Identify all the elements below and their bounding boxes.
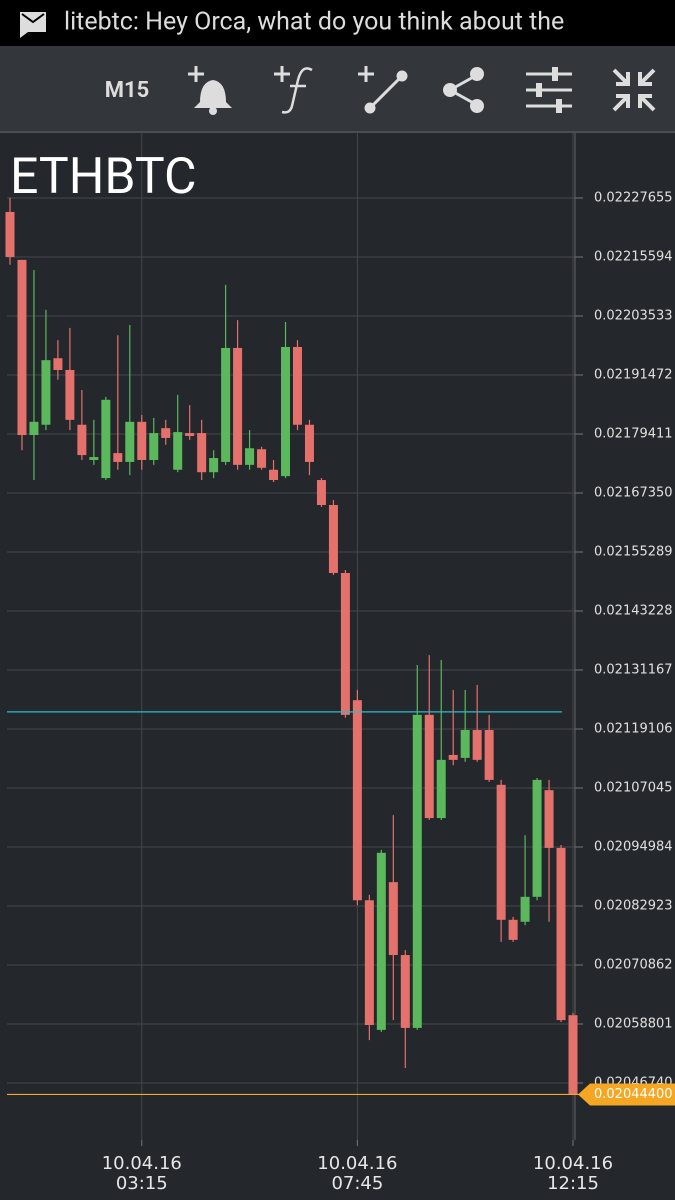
candle-body — [364, 900, 374, 1025]
candle-body — [544, 790, 554, 848]
candle-body — [412, 714, 422, 1028]
candle-body — [496, 784, 506, 920]
candle-body — [17, 259, 27, 436]
candle-body — [281, 346, 291, 477]
candle-body — [29, 421, 39, 436]
candle-body — [484, 730, 494, 780]
candle-body — [245, 448, 255, 465]
y-tick-label: 0.02215594 — [594, 249, 673, 264]
candle-body — [5, 211, 15, 257]
y-tick-label: 0.02203533 — [594, 308, 673, 323]
candle-body — [556, 847, 566, 1021]
y-tick-label: 0.02058801 — [594, 1017, 673, 1032]
y-tick-label: 0.02167350 — [594, 485, 673, 500]
x-tick-label: 10.04.16 03:15 — [101, 1153, 182, 1194]
candle-body — [197, 433, 207, 473]
candle-body — [316, 480, 326, 505]
indicator-button[interactable] — [274, 66, 313, 114]
fullscreen-button[interactable] — [612, 68, 656, 112]
candle-body — [89, 457, 99, 460]
alert-button[interactable] — [188, 66, 232, 115]
candle-body — [436, 759, 446, 819]
candle-body — [304, 424, 314, 462]
candle-body — [472, 730, 482, 760]
status-bar — [0, 0, 675, 46]
share-button[interactable] — [443, 67, 484, 113]
mail-icon — [20, 12, 46, 38]
candle-body — [292, 346, 302, 425]
x-tick-label: 10.04.16 07:45 — [317, 1153, 398, 1194]
candle-body — [376, 852, 386, 1030]
candle-body — [185, 433, 195, 437]
candle-body — [269, 469, 279, 481]
y-tick-label: 0.02094984 — [594, 840, 673, 855]
y-tick-label: 0.02070862 — [594, 958, 673, 973]
status-text: litebtc: Hey Orca, what do you think abo… — [64, 8, 564, 37]
y-tick-label: 0.02119106 — [594, 722, 673, 737]
candle-body — [221, 347, 231, 462]
y-tick-label: 0.02131167 — [594, 662, 673, 677]
y-tick-label: 0.02143228 — [594, 603, 673, 618]
candle-body — [448, 754, 458, 760]
candle-body — [101, 399, 111, 479]
candle-body — [53, 358, 63, 370]
candle-body — [257, 449, 267, 468]
y-tick-label: 0.02155289 — [594, 544, 673, 559]
y-tick-label: 0.02082923 — [594, 899, 673, 914]
candle-body — [113, 453, 123, 462]
candle-body — [508, 919, 518, 940]
candle-body — [149, 433, 159, 460]
candle-body — [137, 421, 147, 460]
candle-body — [77, 424, 87, 456]
candle-body — [532, 779, 542, 897]
candle-body — [520, 896, 530, 922]
candle-body — [41, 360, 51, 425]
candle-body — [340, 572, 350, 715]
toolbar — [0, 46, 675, 132]
candle-body — [161, 428, 171, 438]
y-tick-label: 0.02191472 — [594, 367, 673, 382]
last-price-tag — [578, 1083, 675, 1106]
last-price-label: 0.02044400 — [594, 1087, 673, 1102]
candle-body — [173, 432, 183, 470]
candle-body — [568, 1015, 578, 1095]
y-tick-label: 0.02107045 — [594, 781, 673, 796]
candle-body — [460, 730, 470, 758]
chart-title: ETHBTC — [10, 148, 197, 206]
candle-body — [424, 714, 434, 819]
candle-body — [125, 421, 135, 462]
y-tick-label: 0.02227655 — [594, 190, 673, 205]
candle-body — [209, 458, 219, 473]
candle-body — [328, 504, 338, 573]
candle-body — [233, 347, 243, 465]
candle-body — [65, 369, 75, 420]
draw-line-button[interactable] — [358, 66, 408, 114]
candle-body — [388, 882, 398, 956]
y-tick-label: 0.02179411 — [594, 426, 673, 441]
x-tick-label: 10.04.16 12:15 — [532, 1153, 614, 1194]
candle-body — [352, 700, 362, 901]
timeframe-button[interactable]: M15 — [105, 78, 150, 103]
settings-button[interactable] — [526, 67, 572, 113]
candle-body — [400, 955, 410, 1028]
